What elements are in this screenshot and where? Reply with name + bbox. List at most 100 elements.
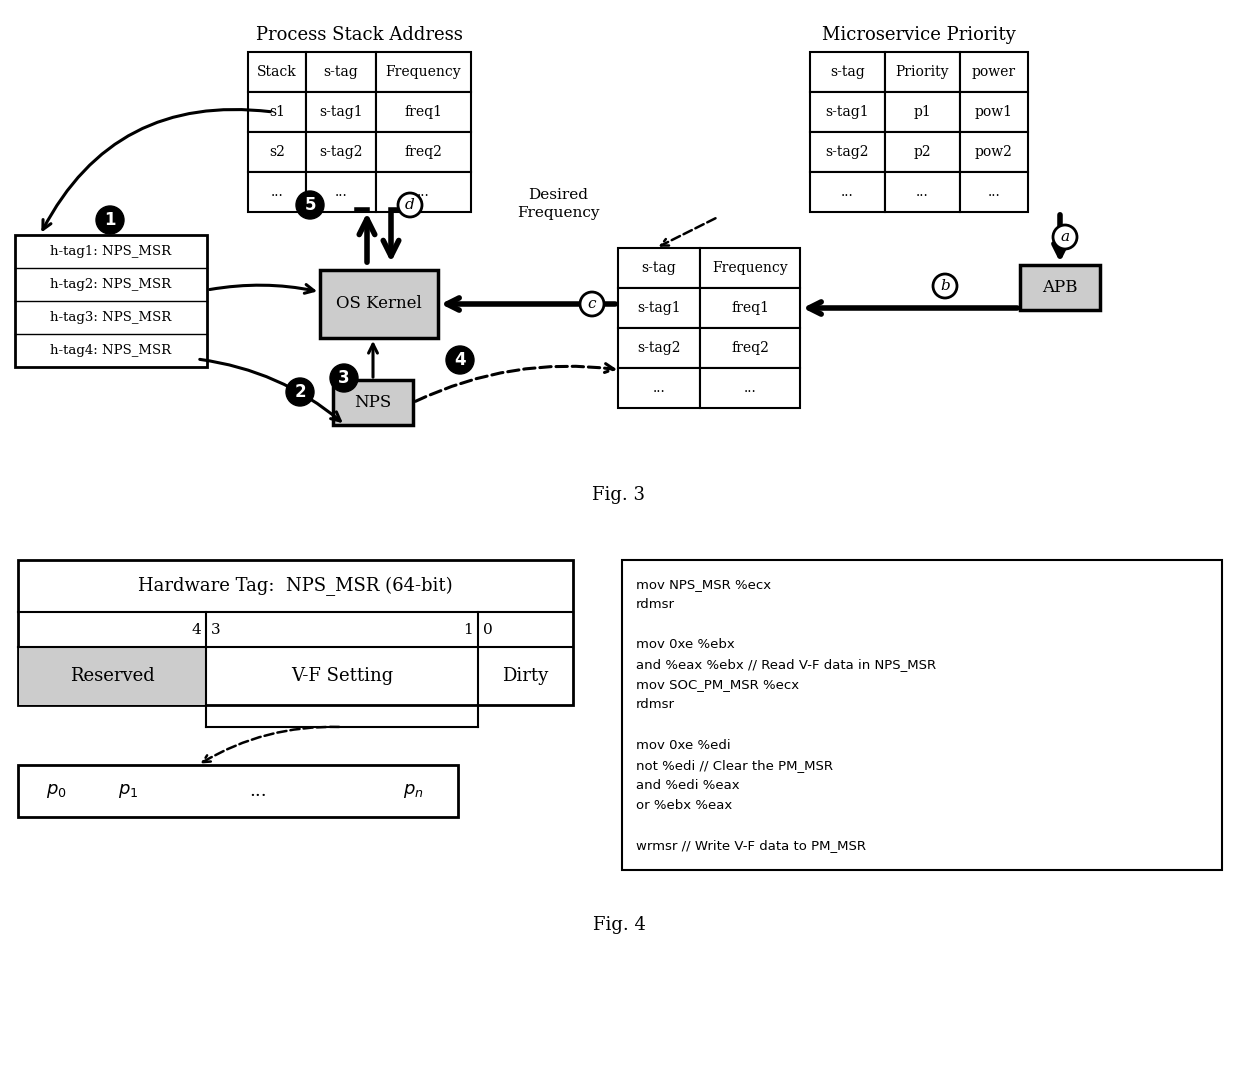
Bar <box>15 235 207 367</box>
Text: 1: 1 <box>463 622 473 636</box>
Text: and %eax %ebx // Read V-F data in NPS_MSR: and %eax %ebx // Read V-F data in NPS_MS… <box>636 658 937 671</box>
Bar <box>19 647 206 705</box>
Text: wrmsr // Write V-F data to PM_MSR: wrmsr // Write V-F data to PM_MSR <box>636 840 866 852</box>
Bar <box>248 132 306 172</box>
Bar <box>618 368 700 408</box>
Text: 1: 1 <box>104 211 115 229</box>
Text: freq2: freq2 <box>405 145 442 159</box>
Circle shape <box>580 292 603 316</box>
Text: p1: p1 <box>913 105 932 119</box>
Bar <box>810 172 885 212</box>
Text: h-tag3: NPS_MSR: h-tag3: NPS_MSR <box>51 311 172 324</box>
Text: h-tag1: NPS_MSR: h-tag1: NPS_MSR <box>51 245 171 258</box>
Text: ...: ... <box>743 381 756 395</box>
Bar <box>885 52 960 92</box>
Text: s-tag2: s-tag2 <box>320 145 363 159</box>
Text: Fig. 4: Fig. 4 <box>592 916 646 934</box>
Text: ...: ... <box>653 381 665 395</box>
Bar <box>19 765 458 817</box>
Text: ...: ... <box>841 185 854 199</box>
Circle shape <box>933 274 957 298</box>
Text: freq1: freq1 <box>731 301 769 315</box>
Text: Frequency: Frequency <box>385 64 461 78</box>
Text: Microservice Priority: Microservice Priority <box>823 26 1016 44</box>
Text: ...: ... <box>987 185 1000 199</box>
Text: c: c <box>587 297 596 311</box>
Text: 4: 4 <box>455 352 466 369</box>
Text: mov NPS_MSR %ecx: mov NPS_MSR %ecx <box>636 577 771 590</box>
Text: Desired: Desired <box>528 188 589 202</box>
Text: ...: ... <box>335 185 347 199</box>
Circle shape <box>446 346 475 374</box>
Bar <box>885 92 960 132</box>
Bar <box>320 270 439 338</box>
Text: 2: 2 <box>294 383 306 401</box>
Text: Hardware Tag:  NPS_MSR (64-bit): Hardware Tag: NPS_MSR (64-bit) <box>139 576 452 596</box>
Text: power: power <box>971 64 1016 78</box>
Text: Priority: Priority <box>896 64 949 78</box>
Circle shape <box>330 364 358 392</box>
Text: $p_1$: $p_1$ <box>118 782 139 800</box>
Text: s-tag2: s-tag2 <box>825 145 870 159</box>
Text: Process Stack Address: Process Stack Address <box>256 26 463 44</box>
Text: s-tag: s-tag <box>830 64 865 78</box>
Bar <box>19 560 572 705</box>
Bar <box>1020 266 1100 310</box>
Text: and %edi %eax: and %edi %eax <box>636 779 740 792</box>
Text: Fig. 3: Fig. 3 <box>592 486 646 504</box>
Bar <box>700 288 800 328</box>
Text: Frequency: Frequency <box>712 261 788 275</box>
Bar <box>306 52 375 92</box>
Text: Reserved: Reserved <box>69 666 155 685</box>
Text: mov 0xe %edi: mov 0xe %edi <box>636 739 731 751</box>
Bar <box>885 172 960 212</box>
Bar <box>248 92 306 132</box>
Text: 5: 5 <box>305 196 316 214</box>
Bar <box>618 248 700 288</box>
Text: OS Kernel: OS Kernel <box>336 296 421 313</box>
Text: s-tag2: s-tag2 <box>637 341 680 355</box>
Text: not %edi // Clear the PM_MSR: not %edi // Clear the PM_MSR <box>636 759 833 772</box>
Bar <box>960 132 1028 172</box>
Bar <box>618 328 700 368</box>
Text: Dirty: Dirty <box>502 666 549 685</box>
Circle shape <box>1053 225 1077 249</box>
Text: $p_0$: $p_0$ <box>46 782 67 800</box>
Text: APB: APB <box>1042 280 1078 296</box>
Text: s-tag1: s-tag1 <box>637 301 680 315</box>
Text: pow2: pow2 <box>975 145 1014 159</box>
Bar <box>810 52 885 92</box>
Bar <box>375 52 471 92</box>
Text: 3: 3 <box>211 622 221 636</box>
Circle shape <box>95 206 124 234</box>
Bar <box>618 288 700 328</box>
Bar <box>700 328 800 368</box>
Bar <box>306 172 375 212</box>
Bar <box>333 379 413 425</box>
Text: rdmsr: rdmsr <box>636 699 675 712</box>
Text: 3: 3 <box>338 369 349 387</box>
Bar <box>622 560 1222 870</box>
Bar <box>306 92 375 132</box>
Text: h-tag2: NPS_MSR: h-tag2: NPS_MSR <box>51 278 171 291</box>
Text: h-tag4: NPS_MSR: h-tag4: NPS_MSR <box>51 344 171 357</box>
Text: Stack: Stack <box>258 64 297 78</box>
Circle shape <box>296 191 325 219</box>
Bar <box>306 132 375 172</box>
Text: 0: 0 <box>483 622 493 636</box>
Text: 4: 4 <box>191 622 201 636</box>
Bar <box>375 132 471 172</box>
Text: d: d <box>405 198 415 212</box>
Bar <box>248 172 306 212</box>
Text: ...: ... <box>270 185 284 199</box>
Text: Frequency: Frequency <box>517 206 600 220</box>
Text: rdmsr: rdmsr <box>636 598 675 611</box>
Text: ...: ... <box>418 185 430 199</box>
Bar <box>248 52 306 92</box>
Text: p2: p2 <box>913 145 932 159</box>
Text: $p_n$: $p_n$ <box>403 782 424 800</box>
Text: ...: ... <box>249 782 266 800</box>
Bar <box>375 92 471 132</box>
Text: freq2: freq2 <box>731 341 769 355</box>
Text: freq1: freq1 <box>404 105 442 119</box>
